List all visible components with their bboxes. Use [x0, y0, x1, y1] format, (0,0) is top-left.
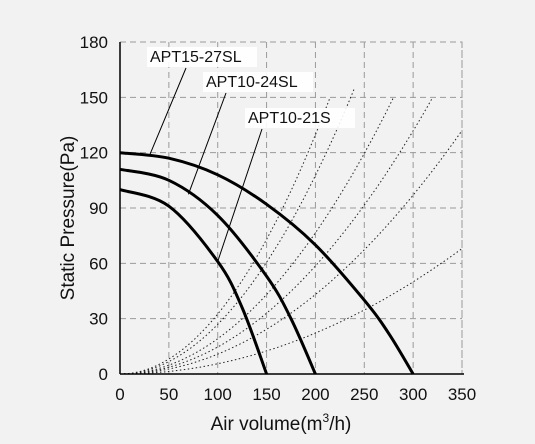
series-label: APT10-24SL [206, 74, 298, 91]
x-tick-label: 350 [448, 385, 476, 404]
axes [119, 42, 464, 375]
x-tick-label: 0 [115, 385, 124, 404]
fan-curve-2 [119, 188, 269, 375]
y-axis-title: Static Pressure(Pa) [58, 136, 79, 301]
system-curve [119, 130, 463, 375]
fan-curves [119, 151, 415, 375]
x-tick-label: 200 [301, 385, 329, 404]
series-label-bg [147, 47, 257, 67]
system-curve [119, 97, 434, 375]
system-curves [119, 87, 463, 375]
x-tick-label: 150 [252, 385, 280, 404]
x-tick-label: 100 [204, 385, 232, 404]
series-label: APT15-27SL [150, 49, 242, 66]
leader-line [148, 67, 187, 157]
y-tick-label: 180 [80, 33, 108, 52]
fan-curve-0 [119, 151, 415, 375]
label-leaders [148, 67, 263, 262]
y-tick-label: 90 [89, 199, 108, 218]
x-tick-label: 250 [350, 385, 378, 404]
leader-line [217, 128, 263, 262]
fan-curve-1 [119, 167, 317, 375]
series-label: APT10-21S [248, 110, 331, 127]
y-tick-label: 30 [89, 310, 108, 329]
series-labels: APT15-27SL APT10-24SL APT10-21S [147, 47, 355, 128]
series-label-bg [245, 108, 355, 128]
y-tick-label: 150 [80, 88, 108, 107]
x-axis-title: Air volume(m3/h) [211, 411, 352, 435]
y-tick-label: 120 [80, 144, 108, 163]
system-curve [120, 248, 463, 375]
x-tick-labels: 0 50 100 150 200 250 300 350 [115, 385, 476, 404]
y-tick-label: 60 [89, 254, 108, 273]
system-curve [119, 97, 395, 375]
leader-line [187, 92, 227, 195]
x-tick-label: 300 [399, 385, 427, 404]
x-tick-label: 50 [159, 385, 178, 404]
system-curve [119, 87, 355, 375]
system-curve [119, 97, 331, 375]
series-label-bg [203, 72, 313, 92]
y-tick-labels: 0 30 60 90 120 150 180 [80, 33, 108, 384]
y-tick-label: 0 [99, 365, 108, 384]
